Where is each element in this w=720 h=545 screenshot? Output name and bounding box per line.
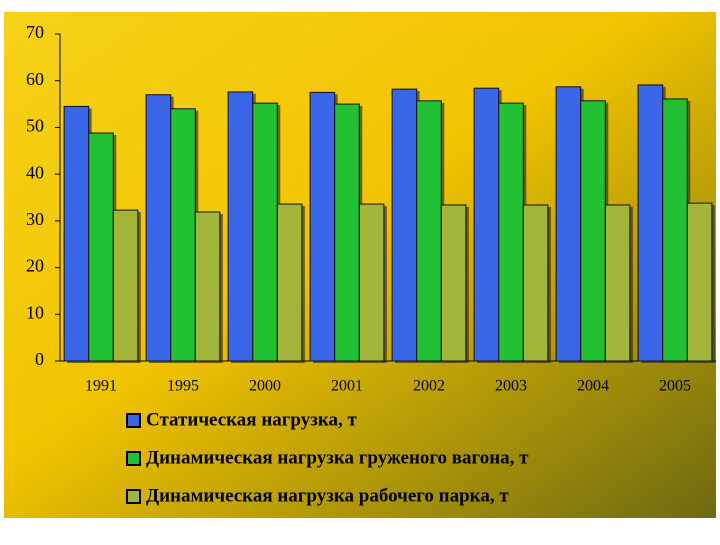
legend-swatch (126, 489, 141, 504)
bar (440, 204, 467, 362)
bar (334, 103, 360, 362)
legend-label: Динамическая нагрузка рабочего парка, т (146, 485, 509, 506)
x-tick-label: 1995 (167, 378, 199, 395)
legend-label: Динамическая нагрузка груженого вагона, … (146, 447, 529, 468)
x-tick-label: 2000 (249, 378, 281, 395)
x-tick-label: 2001 (331, 378, 363, 395)
bar (604, 204, 631, 362)
y-tick-label: 30 (26, 209, 44, 229)
bar (416, 100, 442, 362)
bar (391, 88, 418, 362)
legend-label: Статическая нагрузка, т (146, 409, 358, 430)
x-tick-label: 1991 (85, 378, 117, 395)
legend-swatch (126, 413, 141, 428)
bar (227, 91, 254, 362)
bar (309, 91, 336, 362)
bar (276, 203, 303, 362)
bar (194, 211, 221, 362)
bar (358, 203, 385, 362)
bar (686, 202, 713, 362)
bar (473, 87, 500, 362)
x-tick-label: 2004 (577, 378, 609, 395)
bar (637, 84, 664, 362)
y-tick-label: 0 (35, 349, 44, 369)
bar (662, 98, 688, 362)
bar (252, 102, 278, 362)
bar (498, 102, 524, 362)
y-tick-label: 10 (26, 302, 44, 322)
legend-swatch (126, 451, 141, 466)
bar (145, 94, 172, 362)
y-tick-label: 70 (26, 22, 44, 42)
y-tick-label: 20 (26, 256, 44, 276)
y-tick-label: 50 (26, 116, 44, 136)
y-tick-label: 60 (26, 69, 44, 89)
x-tick-label: 2003 (495, 378, 527, 395)
bar (555, 86, 582, 362)
x-tick-label: 2005 (659, 378, 691, 395)
bar (170, 108, 196, 362)
bar (88, 132, 114, 362)
y-tick-label: 40 (26, 162, 44, 182)
bar (112, 209, 139, 362)
bar (580, 100, 606, 362)
bar (522, 204, 549, 362)
bar (63, 105, 90, 362)
x-tick-label: 2002 (413, 378, 445, 395)
